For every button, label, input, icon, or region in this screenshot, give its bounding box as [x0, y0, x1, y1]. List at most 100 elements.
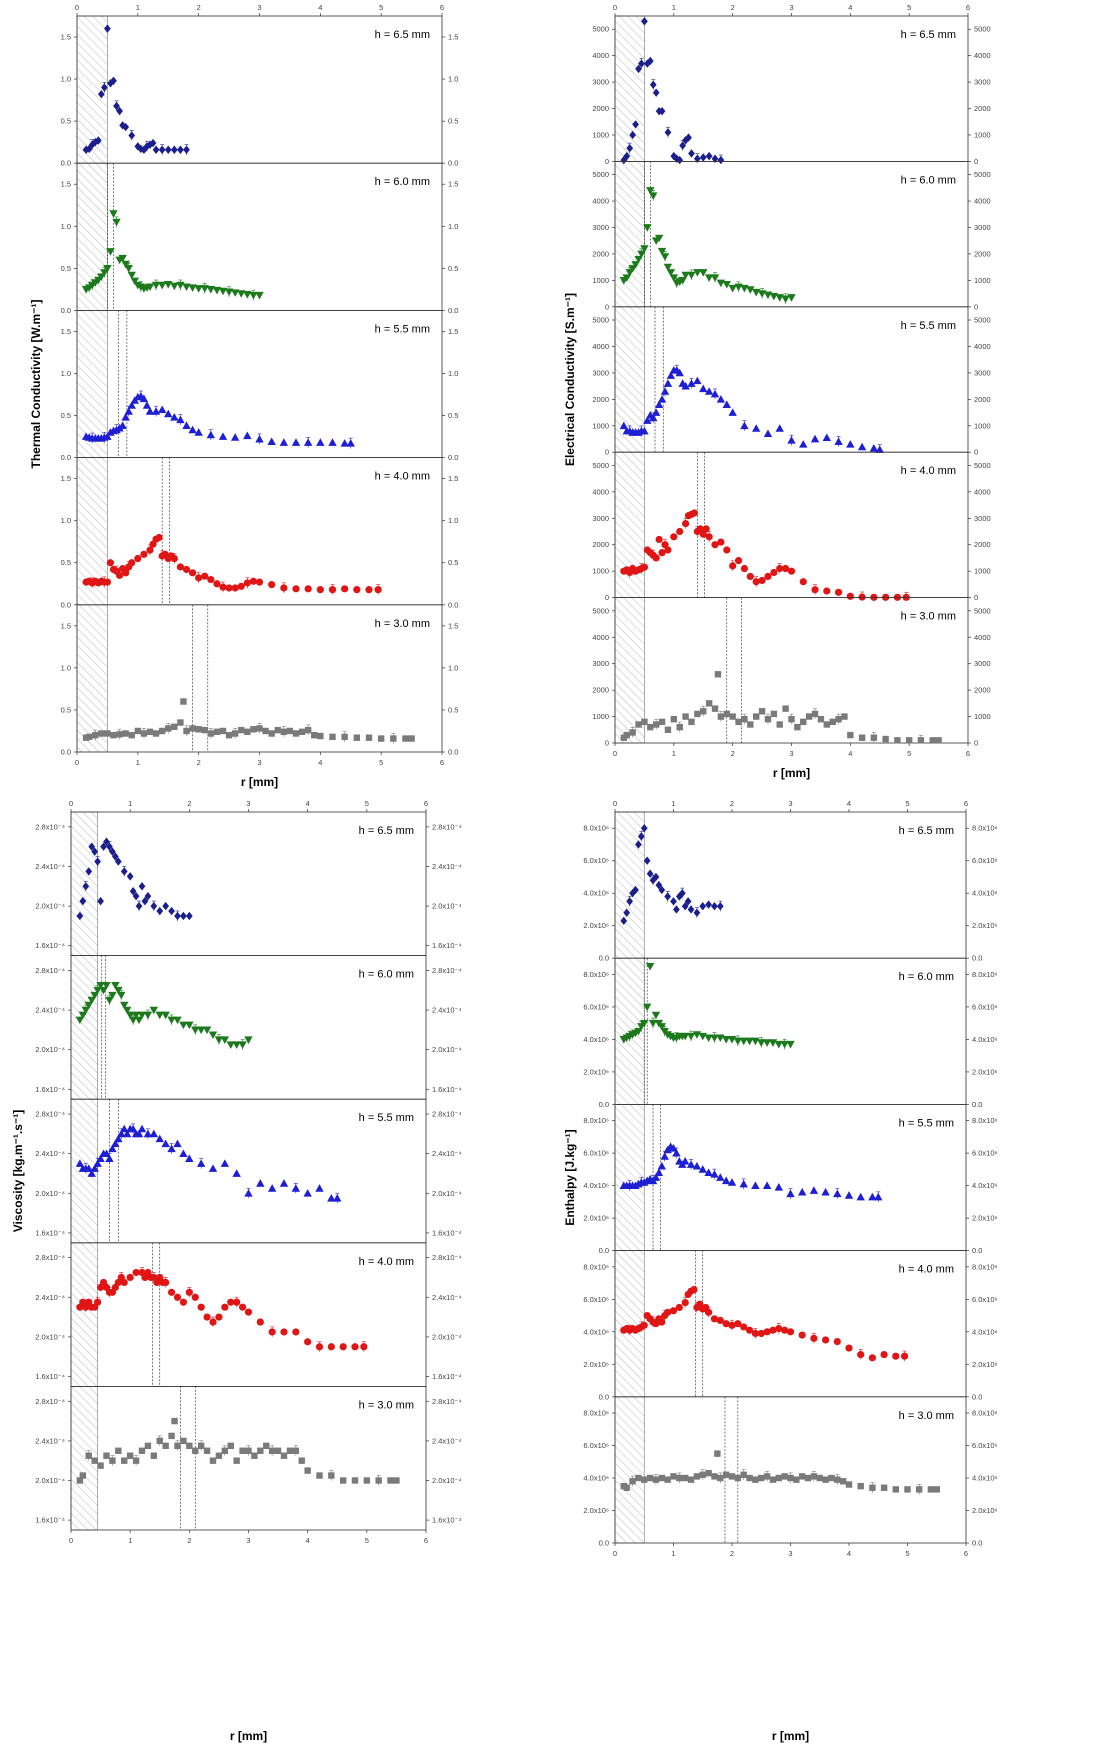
data-point	[167, 1144, 176, 1153]
data-point	[97, 273, 106, 281]
data-point	[137, 1124, 147, 1133]
data-point	[762, 1181, 772, 1189]
data-point	[682, 1474, 689, 1482]
data-point	[705, 151, 713, 161]
data-point	[114, 1134, 123, 1143]
data-point	[267, 1184, 277, 1192]
top-x-tick-label: 2	[730, 799, 734, 808]
data-point	[711, 154, 719, 163]
data-point	[716, 1173, 725, 1181]
right-y-tick-label: 4.0x10⁶	[972, 1035, 998, 1044]
right-y-tick-label: 2.0x10⁶	[972, 1067, 998, 1076]
data-point	[257, 1447, 264, 1454]
data-point	[279, 438, 289, 446]
data-point	[774, 1183, 783, 1191]
data-point	[256, 1318, 264, 1326]
data-point	[141, 896, 149, 906]
data-point	[690, 1285, 698, 1294]
data-point	[629, 729, 636, 736]
panel-label: h = 6.5 mm	[899, 825, 954, 837]
data-point	[675, 1303, 683, 1312]
data-point	[669, 1144, 678, 1152]
data-point	[658, 549, 666, 557]
data-point	[162, 1278, 170, 1287]
data-point	[834, 1476, 841, 1483]
data-point	[196, 1159, 206, 1167]
panel-label: h = 6.5 mm	[901, 29, 956, 41]
data-point	[635, 1474, 642, 1482]
data-point	[688, 718, 695, 726]
data-point	[687, 905, 695, 914]
data-point	[757, 1039, 766, 1047]
data-point	[375, 1477, 382, 1484]
data-point	[664, 726, 672, 733]
data-point	[787, 567, 796, 575]
data-point	[188, 425, 197, 434]
right-y-tick-label: 0	[974, 157, 978, 166]
data-point	[124, 264, 133, 273]
left-y-tick-label: 4.0x10⁶	[583, 1181, 609, 1190]
data-point	[188, 569, 197, 577]
data-point	[845, 1344, 853, 1352]
data-point	[900, 1352, 909, 1360]
data-point	[670, 716, 678, 723]
data-point	[823, 721, 830, 728]
hatched-region	[614, 597, 645, 744]
left-y-tick-label: 8.0x10⁶	[583, 1262, 609, 1271]
left-y-tick-label: 1000	[592, 130, 609, 139]
data-point	[769, 1476, 777, 1483]
panel-label: h = 6.0 mm	[901, 174, 956, 186]
data-point	[657, 247, 667, 256]
data-point	[781, 295, 790, 304]
data-point	[84, 1001, 93, 1010]
right-y-tick-label: 3000	[974, 514, 991, 523]
data-point	[110, 76, 117, 85]
data-point	[682, 713, 689, 720]
data-point	[657, 1161, 666, 1170]
data-point	[763, 429, 773, 438]
data-point	[238, 1303, 247, 1311]
data-point	[96, 1154, 105, 1162]
data-point	[805, 713, 813, 720]
data-point	[174, 911, 181, 921]
data-point	[629, 889, 636, 898]
panel-label: h = 5.5 mm	[901, 320, 956, 332]
data-point	[88, 140, 96, 149]
data-point	[788, 716, 795, 723]
data-point	[206, 430, 216, 439]
data-point	[834, 437, 843, 445]
right-y-tick-label: 1.0	[448, 663, 458, 672]
data-point	[669, 274, 679, 282]
data-point	[751, 1181, 760, 1189]
data-point	[132, 1268, 140, 1277]
bottom-x-tick-label: 1	[136, 758, 140, 767]
data-point	[255, 578, 264, 586]
left-y-tick-label: 8.0x10⁶	[583, 1116, 609, 1125]
data-point	[657, 395, 667, 403]
data-point	[705, 1308, 713, 1316]
panel-label: h = 6.0 mm	[375, 176, 430, 188]
data-point	[132, 1457, 140, 1464]
data-point	[762, 1039, 772, 1047]
data-point	[652, 1476, 660, 1483]
data-point	[106, 248, 115, 256]
data-point	[822, 1476, 829, 1483]
data-point	[127, 401, 136, 409]
data-point	[699, 269, 708, 277]
right-y-tick-label: 6.0x10⁶	[972, 1441, 998, 1450]
data-point	[626, 143, 634, 153]
data-point	[740, 1471, 747, 1478]
data-point	[699, 902, 707, 911]
left-y-tick-label: 5000	[592, 25, 609, 34]
top-x-tick-label: 4	[318, 3, 322, 12]
data-point	[752, 288, 761, 297]
data-point	[757, 290, 767, 298]
data-point	[776, 564, 784, 573]
left-y-tick-label: 1.5	[61, 327, 71, 336]
data-point	[365, 734, 373, 741]
data-point	[114, 986, 123, 995]
right-y-tick-label: 0.5	[448, 705, 458, 714]
data-point	[143, 142, 151, 151]
data-point	[106, 842, 113, 851]
data-point	[171, 1417, 178, 1425]
